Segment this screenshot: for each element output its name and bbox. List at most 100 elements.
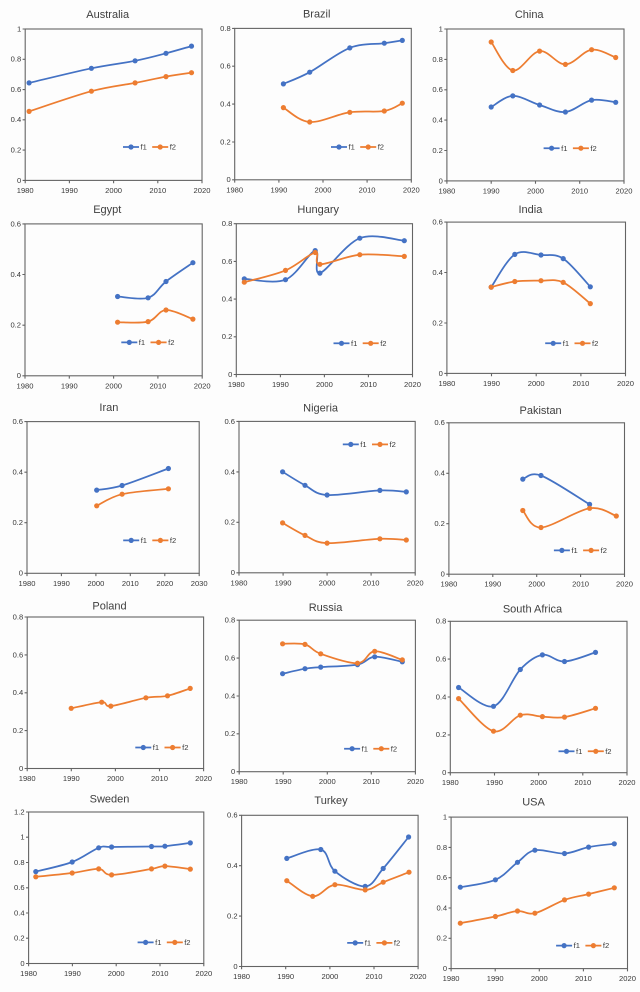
- svg-text:2000: 2000: [105, 381, 122, 390]
- svg-text:f1: f1: [139, 338, 145, 347]
- svg-text:1980: 1980: [19, 774, 36, 783]
- svg-text:f1: f1: [561, 144, 567, 153]
- svg-text:2020: 2020: [619, 778, 636, 787]
- svg-text:0.4: 0.4: [225, 691, 236, 700]
- svg-text:Hungary: Hungary: [297, 204, 339, 216]
- svg-text:USA: USA: [522, 797, 545, 809]
- svg-text:1990: 1990: [61, 186, 78, 195]
- svg-text:1980: 1980: [228, 380, 245, 389]
- svg-text:1980: 1980: [443, 974, 460, 983]
- svg-text:0.8: 0.8: [11, 55, 22, 64]
- svg-text:2000: 2000: [530, 778, 547, 787]
- svg-text:1990: 1990: [486, 778, 503, 787]
- svg-text:2010: 2010: [572, 379, 589, 388]
- svg-text:1980: 1980: [17, 381, 34, 390]
- svg-text:1.2: 1.2: [14, 807, 25, 816]
- svg-text:2010: 2010: [152, 969, 169, 978]
- svg-text:0: 0: [226, 175, 230, 184]
- svg-text:0.2: 0.2: [14, 934, 25, 943]
- svg-text:0: 0: [231, 767, 235, 776]
- svg-text:f2: f2: [168, 338, 174, 347]
- svg-text:0.8: 0.8: [220, 24, 231, 33]
- svg-text:Turkey: Turkey: [314, 795, 348, 807]
- svg-text:f2: f2: [605, 747, 611, 756]
- svg-text:0: 0: [441, 570, 445, 579]
- svg-text:f1: f1: [141, 536, 147, 545]
- svg-text:2020: 2020: [195, 774, 212, 783]
- svg-text:f1: f1: [576, 747, 582, 756]
- svg-text:0.2: 0.2: [13, 726, 24, 735]
- svg-text:f2: f2: [603, 941, 609, 950]
- svg-text:f1: f1: [362, 744, 368, 753]
- svg-text:2000: 2000: [531, 974, 548, 983]
- svg-text:2000: 2000: [528, 379, 545, 388]
- svg-text:0.2: 0.2: [222, 332, 233, 341]
- svg-text:2020: 2020: [195, 969, 212, 978]
- svg-text:1: 1: [443, 813, 447, 822]
- svg-text:f1: f1: [365, 939, 371, 948]
- svg-text:0.8: 0.8: [225, 616, 236, 625]
- svg-text:0.4: 0.4: [222, 295, 233, 304]
- svg-text:1990: 1990: [277, 972, 294, 981]
- svg-text:2010: 2010: [363, 777, 380, 786]
- svg-text:0.6: 0.6: [10, 219, 21, 228]
- svg-text:South Africa: South Africa: [503, 603, 563, 615]
- svg-text:2000: 2000: [315, 185, 332, 194]
- svg-text:1980: 1980: [442, 778, 459, 787]
- svg-text:0.4: 0.4: [220, 100, 231, 109]
- svg-text:0.4: 0.4: [13, 688, 24, 697]
- svg-text:0: 0: [228, 370, 232, 379]
- svg-text:1990: 1990: [272, 380, 289, 389]
- svg-text:0: 0: [233, 962, 237, 971]
- svg-text:1980: 1980: [231, 777, 248, 786]
- svg-text:0.4: 0.4: [10, 270, 21, 279]
- svg-text:f1: f1: [141, 143, 147, 152]
- svg-text:0.2: 0.2: [432, 146, 443, 155]
- svg-text:0.6: 0.6: [224, 417, 235, 426]
- svg-text:2020: 2020: [410, 972, 427, 981]
- svg-text:0.6: 0.6: [14, 883, 25, 892]
- svg-text:0.4: 0.4: [434, 469, 445, 478]
- svg-text:1980: 1980: [438, 186, 455, 195]
- svg-text:2000: 2000: [319, 578, 336, 587]
- svg-text:0.4: 0.4: [437, 903, 448, 912]
- svg-text:0.4: 0.4: [14, 908, 25, 917]
- svg-text:2010: 2010: [366, 972, 383, 981]
- svg-text:f2: f2: [394, 939, 400, 948]
- svg-text:Sweden: Sweden: [90, 794, 130, 806]
- svg-text:1990: 1990: [484, 580, 501, 589]
- svg-text:Nigeria: Nigeria: [303, 402, 339, 414]
- svg-text:0.2: 0.2: [434, 519, 445, 528]
- svg-text:2020: 2020: [617, 379, 634, 388]
- svg-text:Egypt: Egypt: [93, 204, 121, 216]
- svg-text:1990: 1990: [487, 974, 504, 983]
- svg-text:Pakistan: Pakistan: [519, 405, 561, 417]
- svg-text:2000: 2000: [321, 972, 338, 981]
- svg-text:2020: 2020: [407, 777, 424, 786]
- svg-text:1980: 1980: [231, 578, 248, 587]
- svg-text:2010: 2010: [149, 186, 166, 195]
- svg-text:1: 1: [439, 24, 443, 33]
- svg-text:0.8: 0.8: [432, 55, 443, 64]
- svg-text:f2: f2: [184, 938, 190, 947]
- svg-text:0.6: 0.6: [222, 257, 233, 266]
- svg-text:0: 0: [20, 959, 24, 968]
- svg-text:1: 1: [20, 833, 24, 842]
- svg-text:2000: 2000: [87, 579, 104, 588]
- svg-text:f2: f2: [378, 143, 384, 152]
- svg-text:f1: f1: [574, 941, 580, 950]
- svg-text:f1: f1: [563, 339, 569, 348]
- svg-text:f2: f2: [170, 536, 176, 545]
- svg-text:0.2: 0.2: [437, 934, 448, 943]
- svg-text:0: 0: [17, 371, 21, 380]
- svg-text:f2: f2: [592, 339, 598, 348]
- svg-text:1: 1: [17, 24, 21, 33]
- svg-text:0: 0: [439, 176, 443, 185]
- svg-text:0.4: 0.4: [436, 692, 447, 701]
- svg-text:0.6: 0.6: [432, 218, 443, 227]
- svg-text:2020: 2020: [403, 185, 420, 194]
- svg-text:0.4: 0.4: [432, 116, 443, 125]
- svg-text:2020: 2020: [619, 974, 636, 983]
- svg-text:0.6: 0.6: [432, 85, 443, 94]
- svg-text:f2: f2: [380, 339, 386, 348]
